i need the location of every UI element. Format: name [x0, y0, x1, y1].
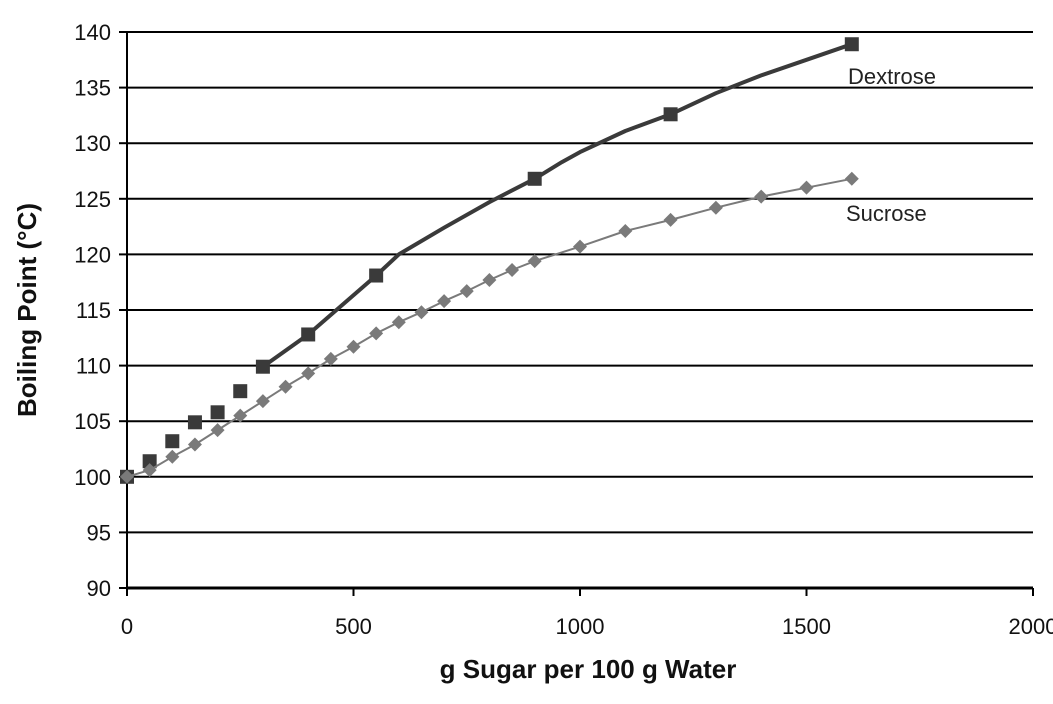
y-tick-label: 140 — [74, 20, 111, 45]
data-point-sucrose — [618, 224, 633, 239]
data-point-sucrose — [142, 463, 157, 478]
y-tick-label: 115 — [76, 298, 111, 323]
y-tick-label: 90 — [87, 576, 111, 601]
data-point-sucrose — [369, 326, 384, 341]
data-point-sucrose — [482, 272, 497, 287]
y-tick-label: 125 — [74, 187, 111, 212]
y-tick-label: 105 — [74, 409, 111, 434]
data-point-dextrose — [369, 268, 384, 283]
data-point-dextrose — [255, 359, 270, 374]
data-point-dextrose — [233, 384, 248, 399]
series-group — [120, 37, 859, 484]
axes — [119, 31, 1034, 596]
data-point-sucrose — [120, 469, 134, 484]
data-point-sucrose — [663, 212, 678, 227]
data-point-dextrose — [187, 415, 202, 430]
grid-lines — [127, 31, 1033, 534]
data-point-dextrose — [301, 327, 316, 342]
data-point-sucrose — [301, 366, 316, 381]
data-point-sucrose — [708, 200, 723, 215]
x-tick-label: 0 — [121, 614, 133, 639]
data-point-sucrose — [505, 262, 520, 277]
data-point-dextrose — [663, 107, 678, 122]
x-axis-title: g Sugar per 100 g Water — [440, 654, 737, 684]
data-point-sucrose — [437, 294, 452, 309]
x-tick-label: 1500 — [782, 614, 831, 639]
data-point-sucrose — [233, 408, 248, 423]
data-point-sucrose — [844, 171, 859, 186]
y-tick-label: 110 — [76, 354, 111, 379]
data-point-sucrose — [323, 351, 338, 366]
y-tick-label: 135 — [74, 76, 111, 101]
y-tick-label: 100 — [74, 465, 111, 490]
data-point-sucrose — [459, 284, 474, 299]
y-tick-label: 95 — [87, 520, 111, 545]
data-point-sucrose — [187, 437, 202, 452]
series-label-sucrose: Sucrose — [846, 201, 927, 226]
series-line-sucrose — [126, 177, 853, 478]
data-point-sucrose — [573, 239, 587, 254]
data-point-sucrose — [754, 189, 769, 204]
x-tick-label: 2000 — [1009, 614, 1053, 639]
y-tick-label: 120 — [74, 242, 111, 267]
tick-labels: 90 95 100 105 110 115 120 125 130 135 140 0 500 1000 1… — [74, 20, 1053, 639]
data-point-sucrose — [346, 339, 361, 354]
series-label-dextrose: Dextrose — [848, 64, 936, 89]
data-point-dextrose — [527, 171, 542, 186]
data-point-sucrose — [255, 394, 270, 409]
data-point-sucrose — [414, 305, 429, 320]
data-point-dextrose — [844, 37, 859, 52]
data-point-sucrose — [210, 423, 225, 438]
data-point-sucrose — [278, 379, 293, 394]
data-point-sucrose — [165, 449, 180, 464]
data-point-dextrose — [165, 434, 180, 449]
x-tick-label: 1000 — [556, 614, 605, 639]
data-point-sucrose — [391, 315, 406, 330]
y-axis-title: Boiling Point (°C) — [12, 203, 42, 417]
data-point-dextrose — [142, 454, 157, 469]
data-point-sucrose — [527, 254, 542, 269]
series-line-dextrose — [260, 42, 854, 369]
data-point-dextrose — [210, 405, 225, 420]
data-point-sucrose — [799, 180, 814, 195]
y-tick-label: 130 — [74, 131, 111, 156]
x-tick-label: 500 — [335, 614, 372, 639]
